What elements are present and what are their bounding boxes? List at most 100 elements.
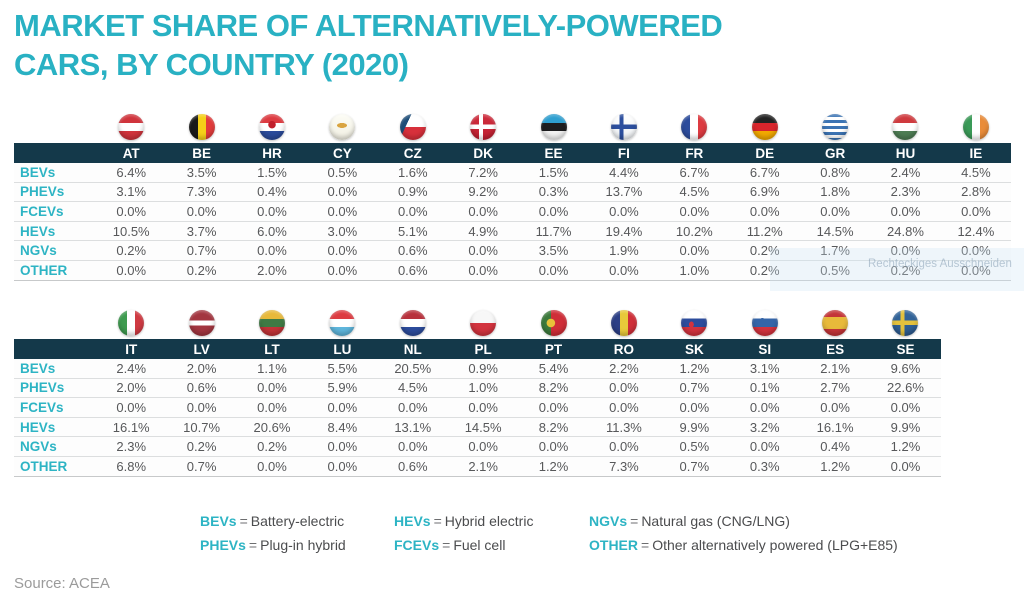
value-cell: 0.0% xyxy=(397,399,428,415)
value-cell: 0.7% xyxy=(679,380,710,396)
value-cell: 10.2% xyxy=(675,223,713,239)
flag-cell xyxy=(730,309,800,336)
legend-definition: Plug-in hybrid xyxy=(260,537,346,553)
value-cell: 0.2% xyxy=(257,439,287,455)
flag-france-icon xyxy=(681,113,708,140)
flag-cell xyxy=(166,113,236,140)
page-title-line-2: CARS, BY COUNTRY (2020) xyxy=(14,47,409,83)
value-cell: 7.2% xyxy=(468,164,498,180)
value-cell: 0.0% xyxy=(327,439,358,455)
flag-cell xyxy=(800,113,870,140)
value-cell: 20.5% xyxy=(394,360,432,376)
value-cell: 0.0% xyxy=(961,203,991,219)
value-cell: 1.5% xyxy=(257,164,287,180)
value-cell: 0.0% xyxy=(890,399,921,415)
value-cell: 0.0% xyxy=(186,399,217,415)
country-code-SK: SK xyxy=(684,341,704,357)
value-cell: 4.5% xyxy=(961,164,991,180)
value-cell: 8.2% xyxy=(538,380,569,396)
value-cell: 2.1% xyxy=(820,360,850,376)
value-cell: 6.0% xyxy=(257,223,287,239)
value-cell: 14.5% xyxy=(464,419,502,435)
value-cell: 0.0% xyxy=(116,203,147,219)
value-cell: 0.6% xyxy=(186,380,217,396)
row-label-ngvs: NGVs xyxy=(20,243,57,259)
market-share-table-2: IT LV LT LU NL PL PT RO SK SI ES SE BEVs 2.4% 2.0% 1.1%… xyxy=(14,306,941,477)
value-cell: 0.0% xyxy=(327,458,358,474)
value-cell: 2.4% xyxy=(116,360,147,376)
value-cell: 0.0% xyxy=(468,262,498,278)
value-cell: 0.2% xyxy=(890,262,921,278)
flag-poland-icon xyxy=(470,309,497,336)
row-label-phevs: PHEVs xyxy=(20,184,65,200)
value-cell: 16.1% xyxy=(112,419,150,435)
value-cell: 0.2% xyxy=(749,262,780,278)
value-cell: 0.0% xyxy=(257,458,287,474)
table-row: NGVs 2.3% 0.2% 0.2% 0.0% 0.0% 0.0% 0.0% 0.0% 0.5%… xyxy=(14,437,941,457)
flag-cell xyxy=(307,309,377,336)
country-code-header-row: AT BE HR CY CZ DK EE FI FR DE GR HU IE xyxy=(14,143,1012,163)
value-cell: 6.9% xyxy=(749,184,780,200)
value-cell: 3.0% xyxy=(327,223,358,239)
value-cell: 1.2% xyxy=(890,439,921,455)
value-cell: 0.0% xyxy=(749,439,780,455)
country-code-RO: RO xyxy=(613,341,635,357)
legend-item: PHEVs = Plug-in hybrid xyxy=(200,533,346,557)
flag-cell xyxy=(800,309,870,336)
flag-sweden-icon xyxy=(892,309,919,336)
flag-cell xyxy=(659,113,729,140)
value-cell: 0.0% xyxy=(749,399,780,415)
value-cell: 1.5% xyxy=(538,164,569,180)
flag-czechia-icon xyxy=(399,113,426,140)
value-cell: 0.0% xyxy=(468,399,498,415)
flag-cell xyxy=(96,113,166,140)
flag-row xyxy=(14,110,1011,143)
value-cell: 2.0% xyxy=(257,262,287,278)
legend-abbr: BEVs xyxy=(200,513,237,529)
value-cell: 13.7% xyxy=(605,184,643,200)
value-cell: 3.5% xyxy=(538,243,569,259)
value-cell: 0.0% xyxy=(468,439,498,455)
country-code-BE: BE xyxy=(192,145,211,161)
table-row: PHEVs 2.0% 0.6% 0.0% 5.9% 4.5% 1.0% 8.2% 0.0% 0.7… xyxy=(14,378,941,399)
value-cell: 0.0% xyxy=(468,243,498,259)
table-row: HEVs 16.1% 10.7% 20.6% 8.4% 13.1% 14.5% 8.2% 11.… xyxy=(14,417,941,438)
flag-estonia-icon xyxy=(540,113,567,140)
value-cell: 0.3% xyxy=(538,184,569,200)
value-cell: 0.0% xyxy=(397,203,428,219)
flag-cell xyxy=(589,113,659,140)
country-code-FI: FI xyxy=(617,145,630,161)
country-code-HU: HU xyxy=(895,145,916,161)
flag-cell xyxy=(166,309,236,336)
legend-abbr: FCEVs xyxy=(394,537,440,553)
value-cell: 0.5% xyxy=(679,439,710,455)
table-row: OTHER 6.8% 0.7% 0.0% 0.0% 0.6% 2.1% 1.2% 7.3% 0.7… xyxy=(14,456,941,477)
value-cell: 0.9% xyxy=(468,360,498,376)
value-cell: 0.0% xyxy=(468,203,498,219)
value-cell: 20.6% xyxy=(253,419,291,435)
value-cell: 0.0% xyxy=(116,399,147,415)
value-cell: 0.5% xyxy=(820,262,850,278)
page-title-line-1: MARKET SHARE OF ALTERNATIVELY-POWERED xyxy=(14,8,723,43)
value-cell: 0.0% xyxy=(679,243,710,259)
country-code-FR: FR xyxy=(685,145,704,161)
flag-cell xyxy=(448,113,518,140)
value-cell: 0.7% xyxy=(679,458,710,474)
table-row: NGVs 0.2% 0.7% 0.0% 0.0% 0.6% 0.0% 3.5% 1.9% 0.0%… xyxy=(14,241,1012,261)
value-cell: 16.1% xyxy=(816,419,854,435)
equals-sign: = xyxy=(433,513,442,529)
value-cell: 2.4% xyxy=(890,164,921,180)
value-cell: 7.3% xyxy=(609,458,639,474)
flag-greece-icon xyxy=(822,113,849,140)
legend-item: OTHER = Other alternatively powered (LPG+E… xyxy=(589,533,898,557)
value-cell: 22.6% xyxy=(887,380,924,396)
value-cell: 0.0% xyxy=(890,203,921,219)
table-row: OTHER 0.0% 0.2% 2.0% 0.0% 0.6% 0.0% 0.0% 0.0% 1.0… xyxy=(14,260,1012,281)
country-code-PT: PT xyxy=(544,341,563,357)
value-cell: 6.7% xyxy=(679,164,710,180)
country-code-SE: SE xyxy=(896,341,915,357)
flag-hungary-icon xyxy=(892,113,919,140)
flag-latvia-icon xyxy=(188,309,215,336)
value-cell: 0.3% xyxy=(749,458,780,474)
value-cell: 5.5% xyxy=(327,360,358,376)
